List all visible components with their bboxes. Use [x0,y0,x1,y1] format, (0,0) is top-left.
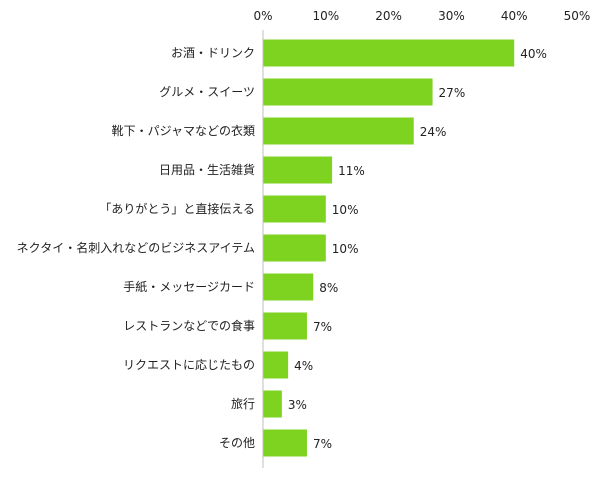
x-tick-label: 50% [564,9,591,23]
category-label: グルメ・スイーツ [159,85,255,99]
x-tick-label: 30% [438,9,465,23]
x-axis-ticks: 0% 10% 20% 30% 40% 50% [253,9,590,23]
bar [263,273,314,301]
bar [263,429,307,457]
value-label: 10% [332,203,359,217]
x-tick-label: 40% [501,9,528,23]
value-label: 27% [439,86,466,100]
value-label: 4% [294,359,313,373]
category-labels: お酒・ドリンクグルメ・スイーツ靴下・パジャマなどの衣類日用品・生活雑貨「ありがと… [17,46,255,450]
value-label: 10% [332,242,359,256]
value-label: 40% [520,47,547,61]
value-label: 8% [319,281,338,295]
x-tick-label: 0% [253,9,272,23]
category-label: その他 [219,436,255,450]
x-tick-label: 10% [312,9,339,23]
bars [263,39,515,457]
bar [263,195,326,223]
bar [263,156,333,184]
bar [263,78,433,106]
value-label: 24% [420,125,447,139]
bar [263,234,326,262]
category-label: 手紙・メッセージカード [123,279,255,294]
value-label: 3% [288,398,307,412]
category-label: 旅行 [231,397,255,411]
value-label: 7% [313,437,332,451]
category-label: ネクタイ・名刺入れなどのビジネスアイテム [17,240,255,255]
category-label: 日用品・生活雑貨 [159,162,255,177]
bar [263,351,289,379]
bar [263,390,282,418]
category-label: 靴下・パジャマなどの衣類 [112,123,255,138]
x-tick-label: 20% [375,9,402,23]
bar [263,117,414,145]
value-label: 7% [313,320,332,334]
category-label: お酒・ドリンク [171,46,255,60]
value-label: 11% [338,164,365,178]
category-label: 「ありがとう」と直接伝える [99,201,255,216]
bar [263,312,307,340]
category-label: レストランなどでの食事 [123,318,255,333]
bar [263,39,515,67]
value-labels: 40% 27% 24% 11% 10% 10% 8% 7% 4% 3% 7% [288,47,547,451]
category-label: リクエストに応じたもの [123,358,255,372]
